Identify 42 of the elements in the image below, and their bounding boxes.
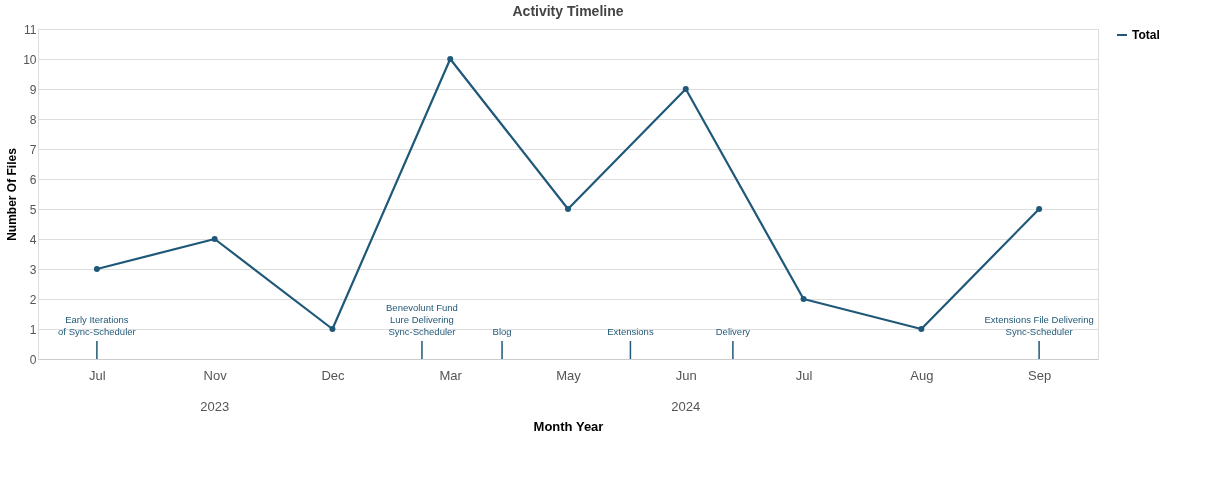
point bbox=[682, 86, 689, 92]
point bbox=[800, 296, 807, 302]
x-tick-label: Mar bbox=[439, 367, 463, 383]
y-tick-label: 4 bbox=[29, 232, 37, 247]
y-tick-label: 0 bbox=[29, 352, 37, 367]
y-tick-label: 2 bbox=[29, 292, 37, 307]
annotation: Benevolunt Fund Lure Delivering Sync-Scheduler bbox=[386, 302, 458, 337]
point bbox=[918, 326, 925, 332]
annotation: Extensions File Delivering Sync-Scheduler bbox=[984, 314, 1094, 337]
x-tick-label: Dec bbox=[321, 367, 345, 383]
point bbox=[447, 56, 454, 62]
annotation: Delivery bbox=[715, 326, 751, 337]
annotation: Extensions bbox=[607, 326, 654, 337]
text: 2023 bbox=[200, 399, 230, 414]
y-tick-label: 10 bbox=[23, 52, 37, 67]
chart-title: Activity Timeline bbox=[512, 3, 624, 19]
point bbox=[565, 206, 571, 212]
x-tick-label: May bbox=[556, 367, 582, 383]
y-tick-label: 6 bbox=[29, 172, 37, 187]
x-tick-label: Sep bbox=[1028, 367, 1052, 383]
annotation: Blog bbox=[492, 326, 512, 337]
annotation: Early Iterations of Sync-Scheduler bbox=[58, 314, 136, 337]
legend-label: Total bbox=[1132, 28, 1160, 42]
x-tick-label: Jul bbox=[89, 367, 106, 383]
point bbox=[93, 266, 100, 272]
y-tick-label: 1 bbox=[29, 322, 37, 337]
y-axis-title: Number Of Files bbox=[5, 147, 20, 241]
y-tick-label: 8 bbox=[29, 112, 37, 127]
text: 2024 bbox=[671, 399, 701, 414]
y-tick-label: 3 bbox=[29, 262, 37, 277]
point bbox=[329, 326, 336, 332]
point bbox=[1036, 206, 1043, 212]
x-tick-label: Nov bbox=[203, 367, 228, 383]
x-axis-title: Month Year bbox=[533, 418, 604, 434]
x-tick-label: Aug bbox=[910, 367, 934, 383]
y-tick-label: 7 bbox=[29, 142, 37, 157]
x-tick-label: Jul bbox=[795, 367, 813, 383]
y-tick-label: 5 bbox=[29, 202, 37, 217]
y-tick-label: 11 bbox=[24, 22, 37, 37]
y-tick-label: 9 bbox=[29, 82, 37, 97]
x-tick-label: Jun bbox=[675, 367, 697, 383]
point bbox=[211, 236, 218, 242]
